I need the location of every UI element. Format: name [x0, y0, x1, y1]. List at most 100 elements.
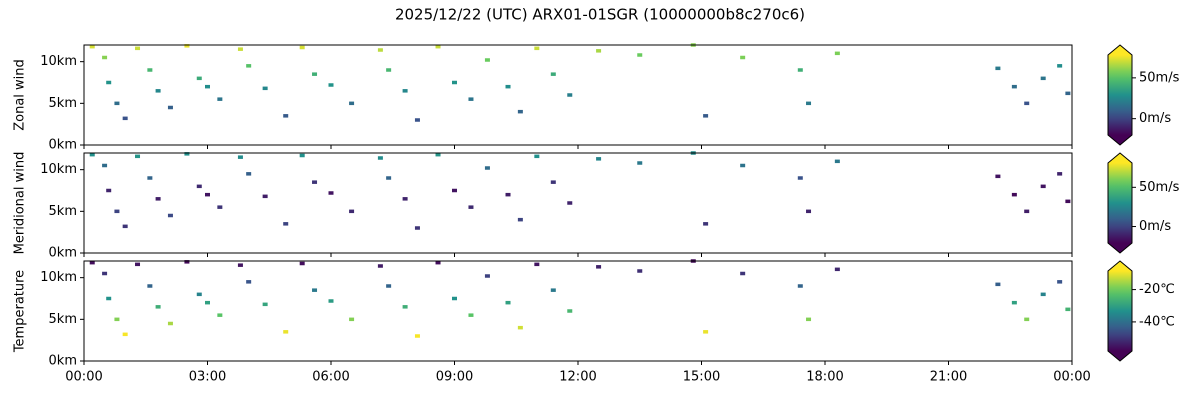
cell [106, 296, 112, 301]
colorbar [1108, 163, 1132, 243]
cell [484, 274, 490, 278]
cell [246, 172, 252, 176]
cell [262, 302, 268, 307]
x-tick-label: 09:00 [436, 370, 473, 385]
cell [377, 264, 383, 268]
cell [797, 68, 803, 72]
cell [114, 209, 120, 214]
cell [1024, 317, 1030, 322]
chart-title: 2025/12/22 (UTC) ARX01-01SGR (10000000b8… [395, 6, 805, 24]
cell [435, 152, 441, 157]
cell [534, 46, 540, 51]
cell [283, 222, 289, 226]
cell [102, 163, 108, 168]
cell [89, 152, 95, 157]
cell [402, 305, 408, 309]
cell [567, 93, 573, 97]
cell [740, 271, 746, 276]
colorbar-tick-label: -20℃ [1139, 282, 1175, 297]
cell [995, 66, 1001, 71]
cell [1057, 280, 1063, 284]
colorbar-tick-label: -40℃ [1139, 314, 1175, 329]
cell [106, 80, 112, 85]
y-axis-label: Zonal wind [13, 59, 28, 131]
cell [102, 55, 108, 60]
cell [349, 209, 355, 214]
cell [637, 161, 643, 165]
colorbar-tick-label: 0m/s [1139, 111, 1171, 126]
cell [834, 267, 840, 272]
colorbar-frame [1107, 260, 1133, 362]
cell [89, 44, 95, 49]
cell [196, 292, 202, 297]
cell [402, 89, 408, 93]
cell [703, 114, 709, 118]
cell [740, 55, 746, 60]
colorbar-frame [1107, 44, 1133, 146]
cell [797, 176, 803, 180]
cell [806, 101, 812, 106]
y-tick-label: 10km [40, 162, 77, 177]
cell [205, 84, 210, 89]
cell [1024, 209, 1030, 214]
cell [806, 209, 812, 214]
cell [505, 192, 511, 197]
cell [312, 72, 318, 76]
cell [995, 282, 1001, 287]
colorbar-tick-label: 50m/s [1139, 70, 1180, 85]
plot-frame [83, 44, 1073, 146]
cell [205, 300, 210, 305]
cell [349, 317, 355, 322]
cell [995, 174, 1001, 179]
cell [567, 309, 573, 313]
cell [435, 44, 441, 49]
y-axis-label: Meridional wind [13, 152, 28, 255]
cell [517, 217, 523, 222]
cell [1011, 300, 1017, 305]
cell [217, 205, 223, 209]
cell [596, 265, 602, 269]
cell [468, 313, 474, 317]
cell [1011, 84, 1017, 89]
cell [184, 44, 190, 48]
cell [534, 154, 540, 159]
cell [703, 222, 709, 226]
cell [834, 51, 840, 56]
cell [237, 155, 243, 159]
y-tick-label: 10km [40, 54, 77, 69]
cell [386, 176, 392, 180]
cell [122, 224, 128, 229]
cell [377, 48, 383, 52]
cell [237, 47, 243, 51]
cell [534, 262, 540, 267]
cell [435, 260, 441, 265]
cell [1065, 91, 1071, 96]
plot-frame [83, 152, 1073, 254]
cell [312, 288, 318, 292]
cell [386, 284, 392, 288]
cell [414, 226, 420, 230]
colorbar-extend-top [1108, 153, 1132, 163]
cell [196, 184, 202, 189]
colorbar-extend-bottom [1108, 351, 1132, 361]
cell [299, 153, 305, 158]
x-tick-label: 21:00 [930, 370, 967, 385]
cell [637, 53, 643, 57]
y-tick-label: 0km [49, 138, 77, 153]
cell [517, 325, 523, 330]
cell [237, 263, 243, 267]
plot-frame [83, 260, 1073, 362]
x-tick-label: 03:00 [189, 370, 226, 385]
colorbar-extend-bottom [1108, 135, 1132, 145]
y-axis-label: Temperature [13, 270, 28, 353]
cell [1057, 64, 1063, 68]
cell [452, 296, 457, 301]
y-tick-label: 5km [49, 204, 77, 219]
cell [740, 163, 746, 168]
x-tick-label: 00:00 [65, 370, 102, 385]
cell [283, 114, 289, 118]
cell [596, 157, 602, 161]
cell [114, 101, 120, 106]
cell [262, 86, 268, 91]
cell [1040, 184, 1046, 189]
